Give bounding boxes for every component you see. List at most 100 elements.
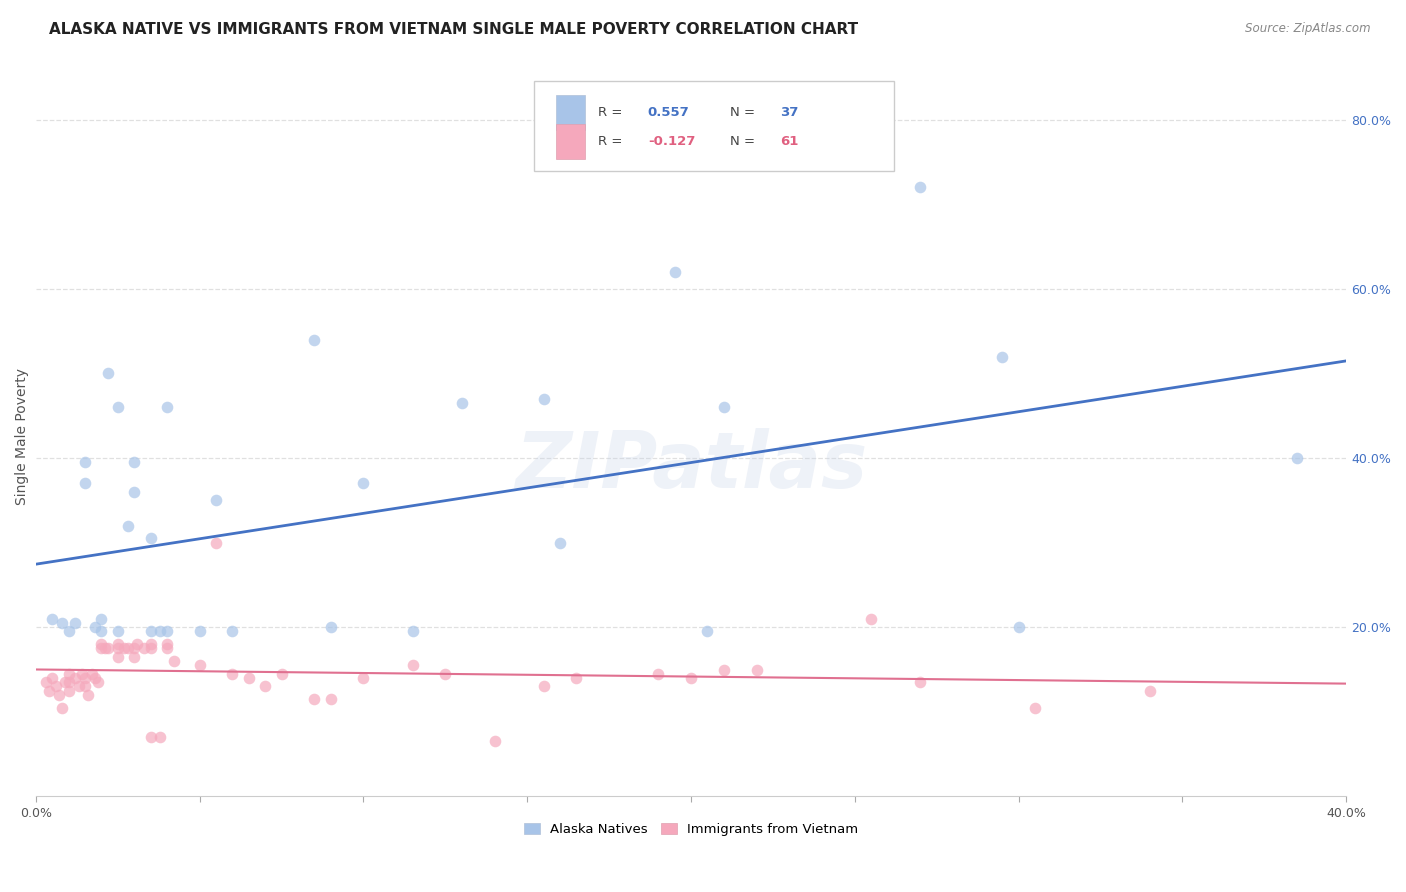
Point — [647, 666, 669, 681]
Point — [41, 612, 63, 626]
Point — [679, 671, 702, 685]
Point — [122, 641, 145, 656]
Point — [205, 535, 228, 549]
Point — [434, 666, 457, 681]
Point — [58, 666, 80, 681]
Text: R =: R = — [598, 106, 627, 120]
Point — [122, 649, 145, 664]
Point — [112, 641, 135, 656]
Point — [83, 620, 105, 634]
Bar — [557, 95, 585, 130]
Point — [254, 680, 277, 694]
Point — [139, 637, 162, 651]
Point — [910, 675, 932, 690]
Text: ZIPatlas: ZIPatlas — [515, 427, 868, 504]
Point — [205, 493, 228, 508]
Point — [1139, 683, 1161, 698]
Point — [149, 624, 172, 639]
Point — [90, 637, 112, 651]
Text: Source: ZipAtlas.com: Source: ZipAtlas.com — [1246, 22, 1371, 36]
Point — [75, 476, 97, 491]
Point — [77, 688, 100, 702]
Point — [80, 666, 103, 681]
Point — [107, 624, 129, 639]
Point — [664, 265, 686, 279]
Point — [450, 396, 472, 410]
Point — [122, 455, 145, 469]
Point — [87, 675, 110, 690]
Point — [188, 658, 211, 673]
Point — [75, 671, 97, 685]
Text: -0.127: -0.127 — [648, 135, 695, 148]
Point — [90, 624, 112, 639]
Point — [221, 666, 243, 681]
Point — [75, 455, 97, 469]
Point — [107, 649, 129, 664]
Point — [238, 671, 260, 685]
Point — [139, 624, 162, 639]
Point — [41, 671, 63, 685]
Text: 0.557: 0.557 — [648, 106, 689, 120]
Point — [51, 700, 73, 714]
Point — [304, 692, 326, 706]
Point — [484, 734, 506, 748]
Point — [107, 401, 129, 415]
Point — [548, 535, 571, 549]
Point — [1024, 700, 1046, 714]
Point — [51, 615, 73, 630]
Point — [353, 671, 375, 685]
Point — [156, 641, 179, 656]
Point — [991, 350, 1014, 364]
Point — [67, 680, 90, 694]
Point — [304, 333, 326, 347]
Point — [860, 612, 883, 626]
Point — [58, 683, 80, 698]
Point — [90, 641, 112, 656]
Point — [401, 624, 423, 639]
Bar — [557, 124, 585, 159]
Point — [117, 518, 139, 533]
Point — [156, 624, 179, 639]
FancyBboxPatch shape — [534, 81, 894, 171]
Point — [90, 612, 112, 626]
Point — [55, 675, 77, 690]
Point — [93, 641, 115, 656]
Point — [696, 624, 718, 639]
Point — [117, 641, 139, 656]
Point — [132, 641, 155, 656]
Point — [188, 624, 211, 639]
Point — [221, 624, 243, 639]
Point — [127, 637, 149, 651]
Point — [35, 675, 58, 690]
Point — [156, 637, 179, 651]
Point — [713, 663, 735, 677]
Point — [97, 641, 120, 656]
Point — [75, 680, 97, 694]
Point — [58, 624, 80, 639]
Point — [401, 658, 423, 673]
Text: N =: N = — [730, 135, 759, 148]
Point — [533, 680, 555, 694]
Point — [319, 692, 342, 706]
Point — [156, 401, 179, 415]
Point — [65, 671, 87, 685]
Point — [533, 392, 555, 406]
Point — [270, 666, 292, 681]
Point — [139, 532, 162, 546]
Text: R =: R = — [598, 135, 627, 148]
Point — [353, 476, 375, 491]
Point — [565, 671, 588, 685]
Point — [1007, 620, 1029, 634]
Text: N =: N = — [730, 106, 759, 120]
Text: 37: 37 — [780, 106, 799, 120]
Point — [65, 615, 87, 630]
Point — [107, 641, 129, 656]
Point — [149, 730, 172, 744]
Point — [122, 484, 145, 499]
Point — [83, 671, 105, 685]
Point — [713, 401, 735, 415]
Point — [107, 637, 129, 651]
Text: 61: 61 — [780, 135, 799, 148]
Point — [319, 620, 342, 634]
Point — [58, 675, 80, 690]
